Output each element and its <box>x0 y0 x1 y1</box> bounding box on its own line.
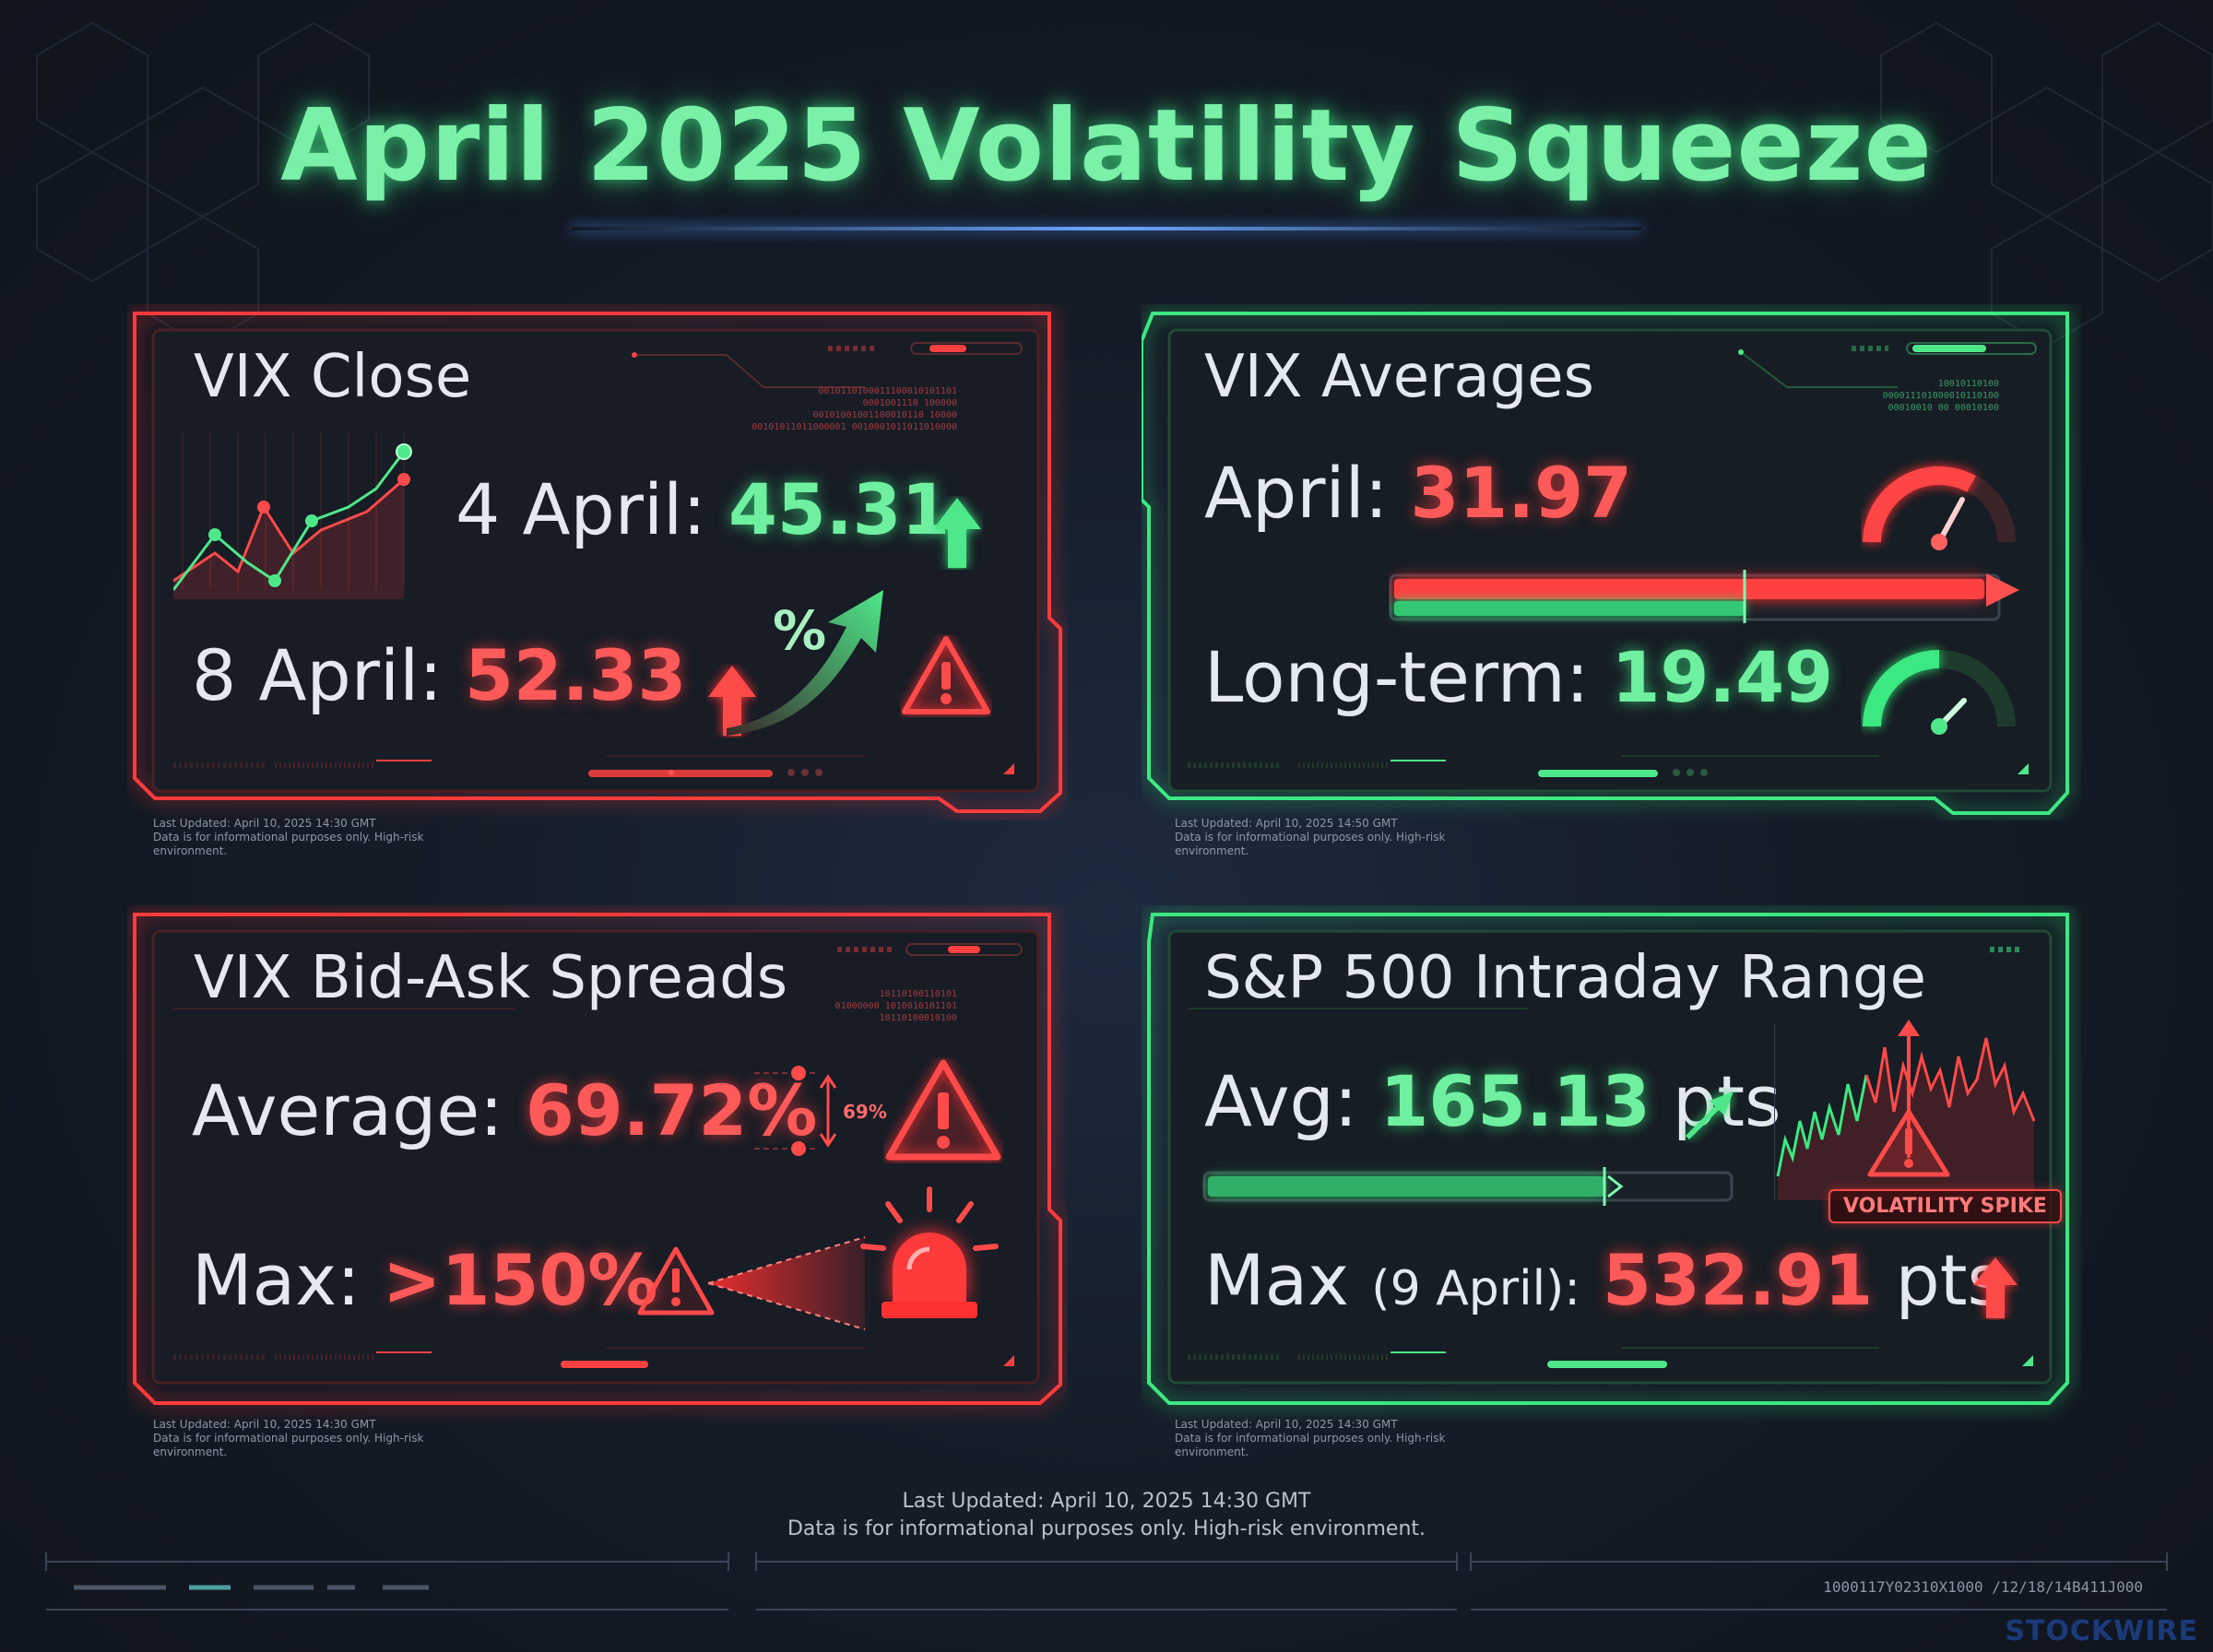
code-line: 00101011011000001 0010001011011010000 <box>751 422 957 432</box>
footnote-line: environment. <box>1175 844 1249 857</box>
code-line: 00010010 00 00010100 <box>1888 403 1999 413</box>
panel-title: S&P 500 Intraday Range <box>1204 944 1926 1012</box>
footnote-line: environment. <box>153 1446 228 1458</box>
footnote-line: Last Updated: April 10, 2025 14:30 GMT <box>1175 1418 1398 1431</box>
volatility-spike-badge: VOLATILITY SPIKE <box>1828 1189 2062 1223</box>
footer-disclaimer: Data is for informational purposes only.… <box>787 1517 1426 1540</box>
footnote-line: Data is for informational purposes only.… <box>153 1432 424 1445</box>
gauge-low-icon <box>1863 650 2016 735</box>
code-line: 0001001110 100000 <box>862 398 957 408</box>
spread-gap-label: 69% <box>843 1101 887 1123</box>
panel-footnote: Last Updated: April 10, 2025 14:30 GMT D… <box>153 817 423 858</box>
progress-bar <box>1202 1167 1734 1206</box>
panel-frame <box>1147 913 2069 1405</box>
panel-title: VIX Close <box>194 343 472 411</box>
sp500-avg-row: Avg: 165.13 pts <box>1204 1060 1781 1142</box>
row-label: Max: <box>192 1239 361 1321</box>
bid-ask-panel: VIX Bid-Ask Spreads 10110100110101 01000… <box>127 905 1068 1458</box>
footnote-line: environment. <box>1175 1446 1249 1458</box>
footnote-line: Last Updated: April 10, 2025 14:30 GMT <box>153 817 376 830</box>
bid-ask-average-value: 69.72% <box>525 1069 818 1151</box>
vix-avg-april-value: 31.97 <box>1410 452 1632 534</box>
growth-arrow-icon <box>727 590 883 736</box>
panel-title: VIX Averages <box>1204 343 1594 411</box>
spread-gap-icon <box>754 1066 837 1156</box>
vix-averages-panel: VIX Averages 10010110100 000011101000010… <box>1142 304 2082 857</box>
panel-title: VIX Bid-Ask Spreads <box>194 944 788 1012</box>
code-line: 10110100010100 <box>879 1013 957 1023</box>
code-line: 00101001001100010110 10000 <box>812 410 957 420</box>
comparison-bar <box>1389 570 2019 623</box>
vix-close-row-4-april: 4 April: 45.31 <box>456 468 950 550</box>
footer-code: 1000117Y02310X1000 /12/18/14B411J000 <box>1823 1578 2143 1596</box>
row-label: Avg: <box>1204 1060 1358 1142</box>
row-label: April: <box>1204 452 1389 534</box>
footnote-line: environment. <box>153 844 228 857</box>
binary-code: 10110100110101 01000000 1010010101101 10… <box>680 988 957 1024</box>
panel-frame <box>1142 312 2069 815</box>
percent-symbol: % <box>773 599 827 662</box>
warning-icon <box>637 1246 715 1316</box>
siren-alarm-icon <box>860 1186 999 1318</box>
page-title: April 2025 Volatility Squeeze <box>280 88 1933 204</box>
brand-logo: STOCKWIRE <box>2005 1615 2198 1647</box>
binary-code: 0010110100011100010101101 0001001110 100… <box>680 385 957 433</box>
vix-close-row-8-april: 8 April: 52.33 <box>192 634 686 716</box>
row-label: 8 April: <box>192 634 443 716</box>
vix-avg-april-row: April: 31.97 <box>1204 452 1632 534</box>
bid-ask-max-row: Max: >150% <box>192 1239 657 1321</box>
bid-ask-average-row: Average: 69.72% <box>192 1069 817 1151</box>
footnote-line: Data is for informational purposes only.… <box>1175 1432 1446 1445</box>
trend-up-arrow-icon <box>1686 1092 1734 1139</box>
code-line: 10010110100 <box>1937 379 1999 389</box>
panel-footnote: Last Updated: April 10, 2025 14:50 GMT D… <box>1175 817 1445 858</box>
row-label: Average: <box>192 1069 503 1151</box>
code-line: 0010110100011100010101101 <box>818 386 957 396</box>
up-arrow-icon <box>1973 1257 2018 1318</box>
bid-ask-max-value: >150% <box>382 1239 658 1321</box>
up-arrow-icon <box>933 498 981 568</box>
vix-avg-longterm-value: 19.49 <box>1611 636 1834 718</box>
vix-close-8-april-value: 52.33 <box>465 634 687 716</box>
panel-footnote: Last Updated: April 10, 2025 14:30 GMT D… <box>1175 1418 1445 1459</box>
row-label: Long-term: <box>1204 636 1590 718</box>
row-label: 4 April: <box>456 468 706 550</box>
footnote-line: Last Updated: April 10, 2025 14:30 GMT <box>153 1418 376 1431</box>
gauge-high-icon <box>1863 466 2016 550</box>
volatility-spike-chart <box>1774 1020 2036 1200</box>
vix-close-4-april-value: 45.31 <box>728 468 951 550</box>
binary-code: 10010110100 000011101000010110100 000100… <box>1695 378 1999 414</box>
vix-trend-chart <box>173 433 412 599</box>
code-line: 10110100110101 <box>879 989 957 999</box>
sp500-avg-value: 165.13 <box>1379 1060 1651 1142</box>
footnote-line: Data is for informational purposes only.… <box>1175 831 1446 844</box>
vix-close-panel: VIX Close 0010110100011100010101101 0001… <box>127 304 1068 857</box>
warning-icon <box>902 636 990 714</box>
row-label: Max <box>1204 1239 1350 1321</box>
row-date-label: (9 April): <box>1371 1261 1580 1316</box>
panel-footnote: Last Updated: April 10, 2025 14:30 GMT D… <box>153 1418 423 1459</box>
sp500-panel: S&P 500 Intraday Range Avg: 165.13 pts V… <box>1142 905 2082 1458</box>
footnote-line: Last Updated: April 10, 2025 14:50 GMT <box>1175 817 1398 830</box>
sp500-max-row: Max (9 April): 532.91 pts <box>1204 1239 2004 1321</box>
siren-beam-icon <box>707 1236 866 1330</box>
up-arrow-icon <box>708 666 756 736</box>
code-line: 000011101000010110100 <box>1882 391 1999 401</box>
footer-updated: Last Updated: April 10, 2025 14:30 GMT <box>902 1490 1311 1513</box>
title-underline <box>572 227 1641 230</box>
vix-avg-longterm-row: Long-term: 19.49 <box>1204 636 1833 718</box>
code-line: 01000000 1010010101101 <box>834 1001 957 1011</box>
warning-icon <box>885 1059 1001 1161</box>
footnote-line: Data is for informational purposes only.… <box>153 831 424 844</box>
sp500-max-value: 532.91 <box>1603 1239 1874 1321</box>
